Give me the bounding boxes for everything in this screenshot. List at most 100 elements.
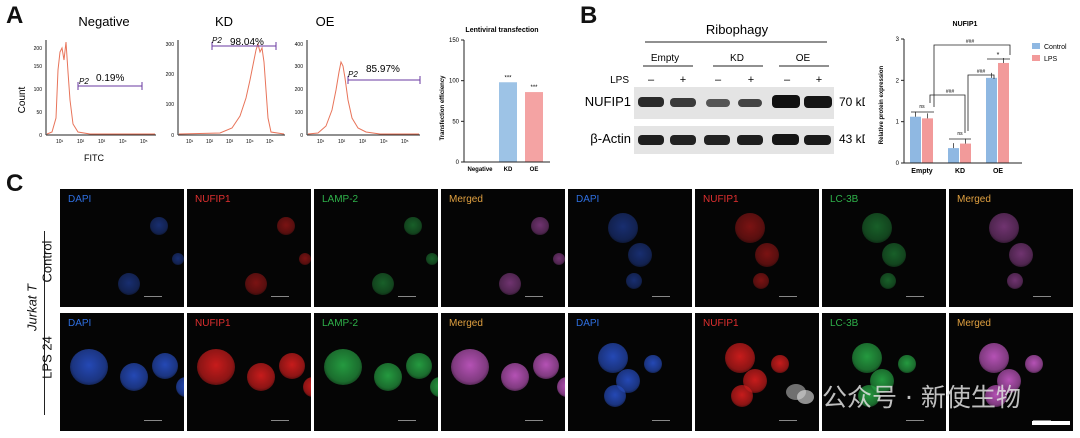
cell-blob [725,343,755,373]
micrograph-merged-control: Merged [441,189,565,307]
cell-blob [279,353,305,379]
micrograph-merged-lps: Merged [441,313,565,431]
flow-title-kd: KD [215,14,233,29]
cell-blob [406,353,432,379]
cell-blob [303,377,311,397]
tile-scale-bar [652,296,670,297]
sig-ns-kd: ns [957,131,963,137]
nufip1-xlabel: KD [955,168,965,175]
flow-plot-negative: Negative 0 50 100 150 200 10¹ 10² 10³ 10… [17,14,156,163]
lentiviral-chart-ylabel: Transfection efficiency [440,75,446,141]
nufip1-bar-kd-control [948,148,959,163]
nufip1-ytick-label: 2 [896,78,900,84]
svg-text:100: 100 [34,87,43,93]
cell-blob [858,385,880,407]
cell-blob [501,363,529,391]
cell-blob [247,363,275,391]
nufip1-ytick-label: 3 [896,37,900,43]
channel-label: LC-3B [830,318,859,329]
legend-swatch-lps [1032,55,1040,61]
channel-label: LAMP-2 [322,318,359,329]
nufip1-bar-kd-lps [960,143,971,163]
flow-plot-kd: KD 0 100 200 300 10¹ 10² 10³ 10⁴ 10⁵ P2 … [166,14,285,145]
cell-blob [176,377,184,397]
row-label-lps-wrap: LPS 24 [36,330,58,390]
cell-blob [150,217,168,235]
legend-control: Control [1044,44,1067,51]
micrograph-nufip1-control: NUFIP1 [187,189,311,307]
svg-text:P2: P2 [79,77,89,86]
cell-blob [755,243,779,267]
row-label-control-wrap: Control [36,236,58,292]
sig-hash-2: ### [966,39,975,45]
row-label-control: Control [39,240,55,283]
lentiviral-sig: *** [504,75,512,81]
svg-text:10⁴: 10⁴ [246,139,254,145]
lentiviral-chart: Lentiviral transfection Transfection eff… [440,27,550,173]
svg-text:10²: 10² [206,139,214,145]
cell-blob [245,273,267,295]
cell-blob [531,217,549,235]
tile-scale-bar [652,420,670,421]
channel-label: DAPI [576,318,600,329]
cell-blob [404,217,422,235]
tile-scale-bar [271,420,289,421]
svg-text:0: 0 [300,133,303,139]
cell-blob [608,213,638,243]
cell-blob [753,273,769,289]
channel-label: Merged [957,318,991,329]
cell-blob [628,243,652,267]
tile-scale-bar [906,296,924,297]
flow-title-oe: OE [316,14,335,29]
channel-label: NUFIP1 [195,194,231,205]
cell-blob [299,253,311,265]
lentiviral-bar-kd [499,82,517,162]
micrograph-nufip1-lps: NUFIP1 [695,313,819,431]
channel-label: NUFIP1 [703,318,739,329]
cell-blob [118,273,140,295]
lentiviral-xlabel: KD [504,167,513,173]
cell-blob [880,273,896,289]
cell-blob [989,213,1019,243]
micrograph-nufip1-control: NUFIP1 [695,189,819,307]
cell-blob [598,343,628,373]
svg-text:300: 300 [295,64,304,70]
channel-label: LC-3B [830,194,859,205]
svg-text:+: + [680,74,686,86]
cell-blob [277,217,295,235]
tile-scale-bar [1033,420,1051,421]
micrograph-lamp-2-control: LAMP-2 [314,189,438,307]
tile-scale-bar [398,296,416,297]
nufip1-chart-title: NUFIP1 [953,21,978,28]
lentiviral-sig: *** [530,85,538,91]
nufip1-ytick-label: 1 [896,120,900,126]
svg-text:200: 200 [295,87,304,93]
blot-header: Ribophagy [706,22,769,37]
svg-text:50: 50 [36,110,42,116]
svg-text:300: 300 [166,42,175,48]
svg-text:+: + [816,74,822,86]
blot-strip-actin [634,126,834,154]
svg-text:+: + [748,74,754,86]
sig-star-oe: * [997,52,1000,59]
svg-text:200: 200 [166,72,175,78]
flow-histograms: Negative 0 50 100 150 200 10¹ 10² 10³ 10… [17,14,421,163]
cell-blob [735,213,765,243]
channel-label: DAPI [576,194,600,205]
svg-text:10³: 10³ [226,139,234,145]
cell-blob [1025,355,1043,373]
nufip1-bar-oe-control [986,77,997,163]
cell-blob [324,349,362,385]
cell-blob [553,253,565,265]
svg-text:–: – [784,74,791,86]
svg-text:10⁵: 10⁵ [401,139,409,145]
channel-label: Merged [957,194,991,205]
nufip1-bar-empty-lps [922,118,933,163]
sig-ns-empty: ns [919,104,925,110]
wechat-icon [786,382,816,406]
cell-blob [372,273,394,295]
lentiviral-ytick-label: 0 [456,160,460,166]
micrograph-nufip1-lps: NUFIP1 [187,313,311,431]
tile-scale-bar [779,296,797,297]
cell-blob [172,253,184,265]
